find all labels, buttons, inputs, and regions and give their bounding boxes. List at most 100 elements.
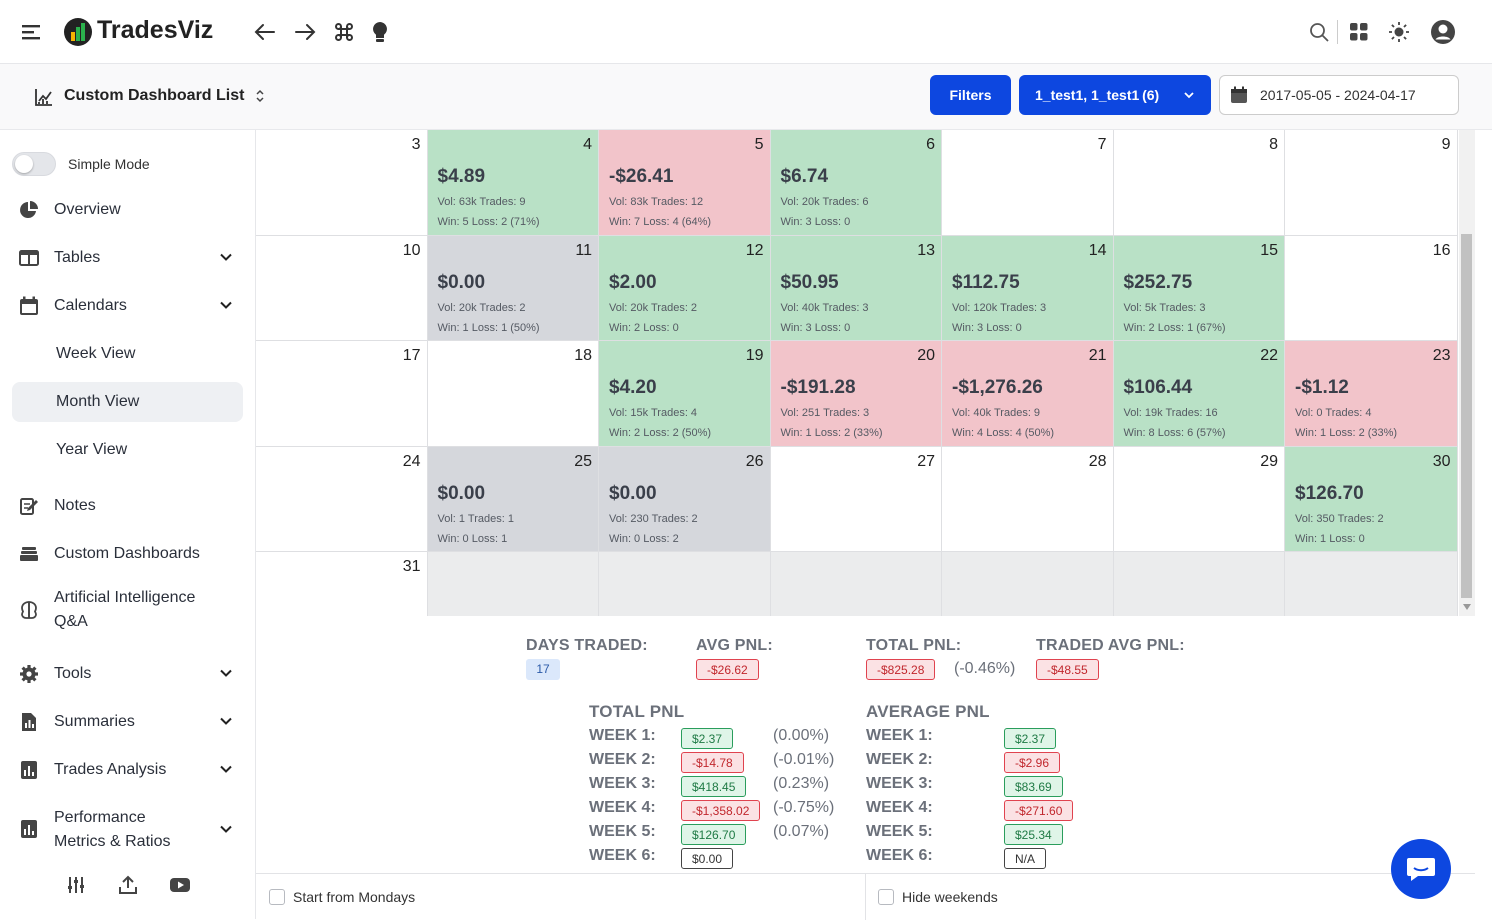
calendar-day-cell[interactable]	[427, 552, 599, 616]
day-volume-trades: Vol: 1 Trades: 1	[437, 512, 514, 525]
calendar-day-cell[interactable]: 15 $252.75 Vol: 5k Trades: 3 Win: 2 Loss: 1…	[1113, 235, 1285, 341]
start-mondays-label[interactable]: Start from Mondays	[293, 889, 416, 905]
sidebar-item-notes[interactable]: Notes	[12, 486, 243, 526]
start-mondays-checkbox[interactable]	[269, 889, 285, 905]
month-stats: DAYS TRADED: 17 AVG PNL: -$26.62 TOTAL P…	[256, 616, 1475, 873]
hamburger-menu-icon[interactable]	[22, 22, 42, 42]
sidebar-item-year-view[interactable]: Year View	[12, 430, 243, 470]
forward-arrow-icon[interactable]	[293, 20, 317, 44]
calendar-day-cell[interactable]: 20 -$191.28 Vol: 251 Trades: 3 Win: 1 Loss:…	[770, 341, 942, 447]
calendar-day-cell[interactable]: 27	[770, 446, 942, 552]
calendar-day-cell[interactable]: 5 -$26.41 Vol: 83k Trades: 12 Win: 7 Loss: …	[599, 130, 771, 236]
sidebar-item-summaries[interactable]: Summaries	[12, 702, 243, 742]
hide-weekends-checkbox[interactable]	[878, 889, 894, 905]
calendar-day-cell[interactable]: 10	[256, 235, 428, 341]
day-number: 30	[1432, 452, 1451, 470]
dashboard-toolbar: Custom Dashboard List Filters 1_test1, 1…	[0, 64, 1492, 130]
calendar-day-cell[interactable]: 28	[942, 446, 1114, 552]
calendar-day-cell[interactable]: 25 $0.00 Vol: 1 Trades: 1 Win: 0 Loss: 1	[427, 446, 599, 552]
lightbulb-icon[interactable]	[370, 20, 390, 44]
calendar-day-cell[interactable]	[599, 552, 771, 616]
simple-mode-toggle[interactable]	[12, 152, 56, 176]
calendar-day-cell[interactable]: 16	[1285, 235, 1458, 341]
sidebar-item-calendars[interactable]: Calendars	[12, 286, 243, 326]
user-avatar-icon[interactable]	[1430, 19, 1456, 45]
chat-button[interactable]	[1391, 839, 1451, 899]
calendar-day-cell[interactable]	[1285, 552, 1458, 616]
sliders-icon[interactable]	[66, 876, 86, 894]
sidebar-item-trades-analysis[interactable]: Trades Analysis	[12, 750, 243, 790]
chevron-down-icon	[219, 250, 233, 269]
calendar-day-cell[interactable]: 17	[256, 341, 428, 447]
calendar-day-cell[interactable]: 13 $50.95 Vol: 40k Trades: 3 Win: 3 Loss: 0	[770, 235, 942, 341]
calendar-day-cell[interactable]: 11 $0.00 Vol: 20k Trades: 2 Win: 1 Loss: 1 …	[427, 235, 599, 341]
sidebar-item-custom-dashboards[interactable]: Custom Dashboards	[12, 534, 243, 574]
day-win-loss: Win: 0 Loss: 2	[609, 532, 679, 545]
day-volume-trades: Vol: 40k Trades: 9	[952, 407, 1041, 419]
theme-sun-icon[interactable]	[1388, 21, 1410, 43]
day-pnl: $4.20	[609, 377, 657, 398]
calendar-day-cell[interactable]: 31	[256, 552, 428, 616]
calendar-day-cell[interactable]: 3	[256, 130, 428, 236]
upload-icon[interactable]	[118, 875, 138, 895]
date-range-picker[interactable]: 2017-05-05 - 2024-04-17	[1219, 75, 1459, 115]
calendar-day-cell[interactable]: 4 $4.89 Vol: 63k Trades: 9 Win: 5 Loss: 2 (…	[427, 130, 599, 236]
sidebar-item-month-view[interactable]: Month View	[12, 382, 243, 422]
search-icon[interactable]	[1309, 22, 1329, 42]
calendar-day-cell[interactable]: 12 $2.00 Vol: 20k Trades: 2 Win: 2 Loss: 0	[599, 235, 771, 341]
command-icon[interactable]	[332, 20, 356, 44]
day-pnl: $4.89	[437, 166, 486, 187]
week-total-label: WEEK 2:	[589, 751, 656, 768]
app-name[interactable]: TradesViz	[97, 16, 214, 44]
filters-button[interactable]: Filters	[930, 75, 1011, 115]
sort-updown-icon[interactable]	[254, 87, 266, 105]
calendar-day-cell[interactable]: 6 $6.74 Vol: 20k Trades: 6 Win: 3 Loss: 0	[770, 130, 942, 236]
week-total-pnl: $126.70	[681, 824, 747, 845]
calendar-day-cell[interactable]: 23 -$1.12 Vol: 0 Trades: 4 Win: 1 Loss: 2 (…	[1285, 341, 1458, 447]
day-pnl: $0.00	[437, 271, 486, 293]
dashboard-title[interactable]: Custom Dashboard List	[64, 87, 245, 104]
sidebar-item-label: Q&A	[54, 613, 88, 630]
calendar-day-cell[interactable]	[942, 552, 1114, 616]
calendar-day-cell[interactable]: 9	[1285, 130, 1458, 236]
sidebar-item-tools[interactable]: Tools	[12, 654, 243, 694]
day-win-loss: Win: 8 Loss: 6 (57%)	[1123, 427, 1226, 439]
calendar-day-cell[interactable]: 24	[256, 446, 428, 552]
calendar-day-cell[interactable]: 18	[427, 341, 599, 447]
day-number: 12	[745, 241, 764, 259]
calendar-day-cell[interactable]: 22 $106.44 Vol: 19k Trades: 16 Win: 8 Loss:…	[1113, 341, 1285, 447]
hide-weekends-label[interactable]: Hide weekends	[902, 889, 998, 905]
chevron-down-icon	[219, 762, 233, 781]
sidebar-item-overview[interactable]: Overview	[12, 190, 243, 230]
calendar-day-cell[interactable]	[770, 552, 942, 616]
day-number: 27	[917, 452, 935, 470]
calendar-day-cell[interactable]: 21 -$1,276.26 Vol: 40k Trades: 9 Win: 4 Los…	[942, 341, 1114, 447]
sidebar-item-label: Tools	[54, 665, 92, 682]
calendar-day-cell[interactable]: 14 $112.75 Vol: 120k Trades: 3 Win: 3 Loss:…	[942, 235, 1114, 341]
calendar-day-cell[interactable]: 26 $0.00 Vol: 230 Trades: 2 Win: 0 Loss: 2	[599, 446, 771, 552]
calendar-day-cell[interactable]: 19 $4.20 Vol: 15k Trades: 4 Win: 2 Loss: 2 …	[599, 341, 771, 447]
sidebar-item-ai-qa[interactable]: Artificial Intelligence Q&A	[12, 582, 243, 638]
day-volume-trades: Vol: 0 Trades: 4	[1295, 407, 1372, 419]
week-total-percent: (-0.01%)	[773, 751, 835, 768]
calendar-day-cell[interactable]	[1113, 552, 1285, 616]
calendar-day-cell[interactable]: 8	[1113, 130, 1285, 236]
back-arrow-icon[interactable]	[253, 20, 277, 44]
week-average-label: WEEK 5:	[866, 823, 933, 840]
calendar-day-cell[interactable]: 29	[1113, 446, 1285, 552]
sidebar-item-tables[interactable]: Tables	[12, 238, 243, 278]
scrollbar-thumb[interactable]	[1461, 234, 1472, 598]
apps-grid-icon[interactable]	[1349, 22, 1369, 42]
calendar-scrollbar[interactable]	[1459, 130, 1475, 616]
sidebar-item-label: Week View	[56, 345, 136, 362]
youtube-icon[interactable]	[170, 877, 190, 893]
sidebar-item-week-view[interactable]: Week View	[12, 334, 243, 374]
week-total-label: WEEK 3:	[589, 775, 656, 792]
calendar-day-cell[interactable]: 30 $126.70 Vol: 350 Trades: 2 Win: 1 Loss: …	[1285, 446, 1458, 552]
sidebar-item-label: Custom Dashboards	[54, 545, 200, 562]
calendar-day-cell[interactable]: 7	[942, 130, 1114, 236]
accounts-select[interactable]: 1_test1, 1_test1 (6)	[1019, 75, 1211, 115]
scroll-down-arrow-icon[interactable]	[1463, 604, 1471, 610]
sidebar-item-performance[interactable]: Performance Metrics & Ratios	[12, 798, 243, 850]
week-total-label: WEEK 6:	[589, 847, 656, 864]
